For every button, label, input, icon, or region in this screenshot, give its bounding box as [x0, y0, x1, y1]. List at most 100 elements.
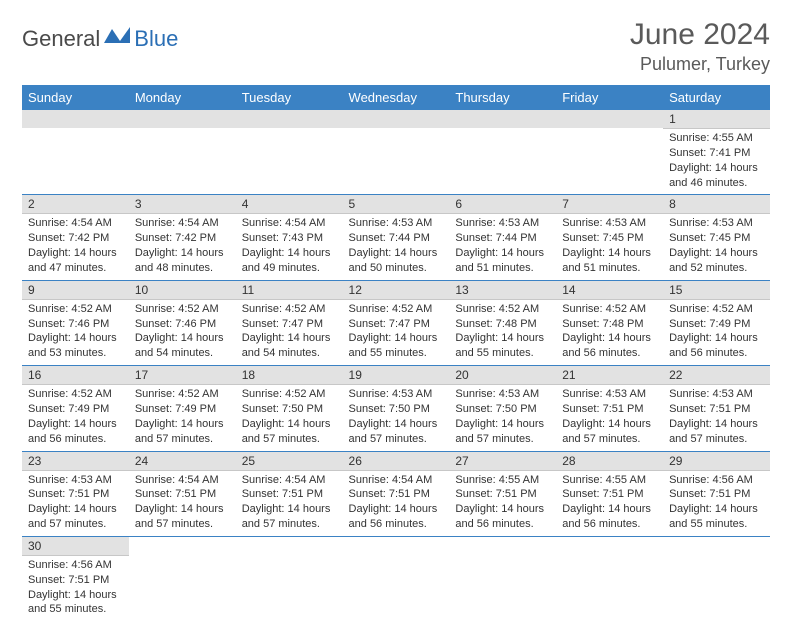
- calendar-cell: [129, 536, 236, 621]
- sunset-text: Sunset: 7:47 PM: [242, 317, 337, 332]
- daylight-text-2: and 52 minutes.: [669, 261, 764, 276]
- sunset-text: Sunset: 7:51 PM: [562, 402, 657, 417]
- day-number: 20: [449, 366, 556, 385]
- daylight-text-2: and 51 minutes.: [455, 261, 550, 276]
- daylight-text-1: Daylight: 14 hours: [349, 502, 444, 517]
- calendar-cell: 16Sunrise: 4:52 AMSunset: 7:49 PMDayligh…: [22, 366, 129, 451]
- sunset-text: Sunset: 7:51 PM: [28, 573, 123, 588]
- day-data: Sunrise: 4:53 AMSunset: 7:51 PMDaylight:…: [556, 385, 663, 450]
- calendar-week-row: 30Sunrise: 4:56 AMSunset: 7:51 PMDayligh…: [22, 536, 770, 621]
- calendar-cell: 24Sunrise: 4:54 AMSunset: 7:51 PMDayligh…: [129, 451, 236, 536]
- day-data: Sunrise: 4:52 AMSunset: 7:47 PMDaylight:…: [343, 300, 450, 365]
- daylight-text-2: and 56 minutes.: [455, 517, 550, 532]
- day-data: Sunrise: 4:53 AMSunset: 7:45 PMDaylight:…: [556, 214, 663, 279]
- sunset-text: Sunset: 7:51 PM: [669, 487, 764, 502]
- weekday-header: Sunday: [22, 85, 129, 110]
- calendar-cell: 8Sunrise: 4:53 AMSunset: 7:45 PMDaylight…: [663, 195, 770, 280]
- day-number: 17: [129, 366, 236, 385]
- calendar-week-row: 9Sunrise: 4:52 AMSunset: 7:46 PMDaylight…: [22, 280, 770, 365]
- calendar-week-row: 1Sunrise: 4:55 AMSunset: 7:41 PMDaylight…: [22, 110, 770, 195]
- daylight-text-1: Daylight: 14 hours: [349, 331, 444, 346]
- daylight-text-2: and 56 minutes.: [28, 432, 123, 447]
- empty-day: [129, 110, 236, 128]
- daylight-text-1: Daylight: 14 hours: [135, 417, 230, 432]
- daylight-text-2: and 48 minutes.: [135, 261, 230, 276]
- sunset-text: Sunset: 7:51 PM: [28, 487, 123, 502]
- day-number: 30: [22, 537, 129, 556]
- daylight-text-2: and 47 minutes.: [28, 261, 123, 276]
- day-data: Sunrise: 4:54 AMSunset: 7:51 PMDaylight:…: [236, 471, 343, 536]
- calendar-cell: 30Sunrise: 4:56 AMSunset: 7:51 PMDayligh…: [22, 536, 129, 621]
- day-data: Sunrise: 4:52 AMSunset: 7:48 PMDaylight:…: [556, 300, 663, 365]
- calendar-cell: 7Sunrise: 4:53 AMSunset: 7:45 PMDaylight…: [556, 195, 663, 280]
- sunrise-text: Sunrise: 4:52 AM: [28, 387, 123, 402]
- sunrise-text: Sunrise: 4:53 AM: [669, 216, 764, 231]
- logo: General Blue: [22, 26, 178, 52]
- calendar-cell: 18Sunrise: 4:52 AMSunset: 7:50 PMDayligh…: [236, 366, 343, 451]
- calendar-cell: [236, 110, 343, 195]
- calendar-cell: 9Sunrise: 4:52 AMSunset: 7:46 PMDaylight…: [22, 280, 129, 365]
- empty-day: [236, 110, 343, 128]
- day-data: Sunrise: 4:53 AMSunset: 7:51 PMDaylight:…: [22, 471, 129, 536]
- sunset-text: Sunset: 7:51 PM: [242, 487, 337, 502]
- daylight-text-2: and 54 minutes.: [242, 346, 337, 361]
- daylight-text-2: and 57 minutes.: [28, 517, 123, 532]
- calendar-week-row: 16Sunrise: 4:52 AMSunset: 7:49 PMDayligh…: [22, 366, 770, 451]
- day-number: 13: [449, 281, 556, 300]
- day-number: 24: [129, 452, 236, 471]
- calendar-cell: 17Sunrise: 4:52 AMSunset: 7:49 PMDayligh…: [129, 366, 236, 451]
- day-data: Sunrise: 4:54 AMSunset: 7:42 PMDaylight:…: [129, 214, 236, 279]
- calendar-cell: 27Sunrise: 4:55 AMSunset: 7:51 PMDayligh…: [449, 451, 556, 536]
- sunrise-text: Sunrise: 4:52 AM: [242, 387, 337, 402]
- day-number: 18: [236, 366, 343, 385]
- day-number: 5: [343, 195, 450, 214]
- daylight-text-1: Daylight: 14 hours: [669, 331, 764, 346]
- sunset-text: Sunset: 7:51 PM: [669, 402, 764, 417]
- daylight-text-2: and 56 minutes.: [349, 517, 444, 532]
- sunrise-text: Sunrise: 4:53 AM: [28, 473, 123, 488]
- weekday-header: Monday: [129, 85, 236, 110]
- sunrise-text: Sunrise: 4:54 AM: [135, 473, 230, 488]
- daylight-text-2: and 55 minutes.: [349, 346, 444, 361]
- day-number: 3: [129, 195, 236, 214]
- day-number: 2: [22, 195, 129, 214]
- day-data: Sunrise: 4:56 AMSunset: 7:51 PMDaylight:…: [22, 556, 129, 621]
- calendar-cell: 22Sunrise: 4:53 AMSunset: 7:51 PMDayligh…: [663, 366, 770, 451]
- day-data: Sunrise: 4:56 AMSunset: 7:51 PMDaylight:…: [663, 471, 770, 536]
- sunrise-text: Sunrise: 4:53 AM: [349, 387, 444, 402]
- weekday-header-row: Sunday Monday Tuesday Wednesday Thursday…: [22, 85, 770, 110]
- sunrise-text: Sunrise: 4:52 AM: [562, 302, 657, 317]
- weekday-header: Thursday: [449, 85, 556, 110]
- calendar-cell: 10Sunrise: 4:52 AMSunset: 7:46 PMDayligh…: [129, 280, 236, 365]
- sunset-text: Sunset: 7:49 PM: [28, 402, 123, 417]
- sunset-text: Sunset: 7:50 PM: [242, 402, 337, 417]
- calendar-cell: 3Sunrise: 4:54 AMSunset: 7:42 PMDaylight…: [129, 195, 236, 280]
- sunset-text: Sunset: 7:42 PM: [135, 231, 230, 246]
- daylight-text-1: Daylight: 14 hours: [28, 588, 123, 603]
- sunrise-text: Sunrise: 4:54 AM: [135, 216, 230, 231]
- calendar-cell: [556, 110, 663, 195]
- day-number: 19: [343, 366, 450, 385]
- calendar-cell: 29Sunrise: 4:56 AMSunset: 7:51 PMDayligh…: [663, 451, 770, 536]
- daylight-text-1: Daylight: 14 hours: [669, 417, 764, 432]
- daylight-text-2: and 57 minutes.: [242, 432, 337, 447]
- sunrise-text: Sunrise: 4:55 AM: [669, 131, 764, 146]
- location-label: Pulumer, Turkey: [630, 54, 770, 75]
- calendar-cell: [449, 536, 556, 621]
- daylight-text-2: and 46 minutes.: [669, 176, 764, 191]
- day-number: 8: [663, 195, 770, 214]
- daylight-text-1: Daylight: 14 hours: [242, 502, 337, 517]
- sunset-text: Sunset: 7:41 PM: [669, 146, 764, 161]
- daylight-text-1: Daylight: 14 hours: [135, 502, 230, 517]
- calendar-cell: 6Sunrise: 4:53 AMSunset: 7:44 PMDaylight…: [449, 195, 556, 280]
- day-number: 1: [663, 110, 770, 129]
- day-data: Sunrise: 4:52 AMSunset: 7:46 PMDaylight:…: [22, 300, 129, 365]
- empty-day: [343, 110, 450, 128]
- daylight-text-1: Daylight: 14 hours: [562, 331, 657, 346]
- day-number: 22: [663, 366, 770, 385]
- daylight-text-2: and 50 minutes.: [349, 261, 444, 276]
- day-data: Sunrise: 4:52 AMSunset: 7:46 PMDaylight:…: [129, 300, 236, 365]
- day-number: 28: [556, 452, 663, 471]
- logo-text-blue: Blue: [134, 26, 178, 52]
- day-data: Sunrise: 4:52 AMSunset: 7:47 PMDaylight:…: [236, 300, 343, 365]
